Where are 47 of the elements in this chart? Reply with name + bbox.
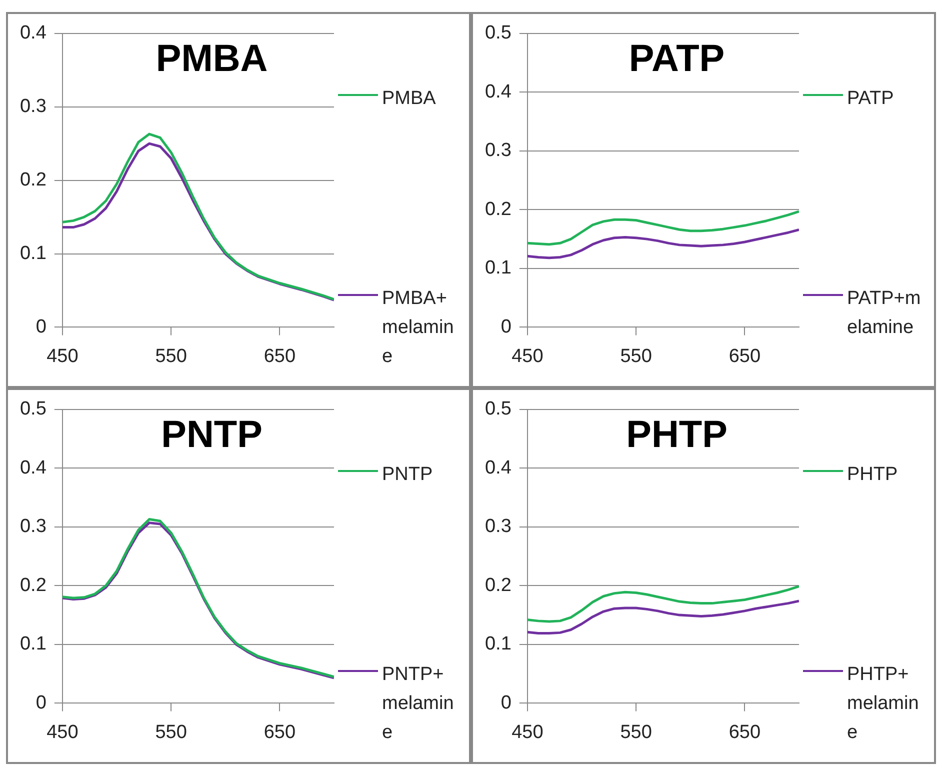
y-tick-label: 0.1	[20, 634, 46, 655]
y-tick-label: 0.1	[484, 634, 512, 655]
y-tick-label: 0.4	[484, 457, 512, 478]
x-tick-label: 650	[728, 346, 761, 367]
y-tick-label: 0.4	[20, 457, 47, 478]
chart-title: PHTP	[626, 414, 728, 456]
x-tick-label: 450	[46, 722, 78, 743]
y-tick-label: 0.1	[20, 242, 46, 264]
x-tick-label: 650	[264, 346, 296, 367]
y-tick-label: 0.1	[484, 258, 512, 279]
x-tick-label: 650	[728, 722, 761, 743]
y-tick-label: 0.2	[20, 170, 46, 191]
x-tick-label: 450	[46, 346, 78, 367]
y-tick-label: 0.4	[20, 22, 47, 44]
chart-title: PMBA	[156, 38, 268, 80]
x-tick-label: 550	[620, 346, 652, 367]
y-tick-label: 0	[36, 692, 46, 714]
legend-label: PNTP	[382, 463, 434, 487]
legend-label: PATP+melamine	[847, 287, 922, 340]
legend-label: PHTP+melamine	[847, 663, 920, 745]
legend-label: PNTP+melamine	[382, 663, 455, 745]
x-tick-label: 450	[512, 722, 544, 743]
y-tick-label: 0.3	[484, 140, 512, 162]
y-tick-label: 0	[500, 316, 512, 338]
y-tick-label: 0	[500, 692, 512, 714]
legend-label: PMBA	[382, 87, 437, 111]
chart-title: PNTP	[161, 414, 262, 456]
y-tick-label: 0.2	[484, 198, 512, 220]
x-tick-label: 450	[512, 346, 544, 367]
y-tick-label: 0	[36, 316, 46, 338]
y-tick-label: 0.5	[20, 398, 46, 420]
y-tick-label: 0.2	[484, 574, 512, 596]
x-tick-label: 550	[155, 722, 187, 743]
y-tick-label: 0.5	[484, 22, 512, 44]
legend-label: PHTP	[847, 463, 899, 487]
y-tick-label: 0.4	[484, 81, 512, 102]
legend-label: PMBA+melamine	[382, 287, 455, 369]
x-tick-label: 550	[620, 722, 652, 743]
x-tick-label: 650	[264, 722, 296, 743]
chart-title: PATP	[628, 38, 725, 80]
y-tick-label: 0.3	[20, 96, 46, 118]
y-tick-label: 0.3	[484, 516, 512, 538]
y-tick-label: 0.2	[20, 574, 46, 596]
y-tick-label: 0.3	[20, 516, 46, 538]
y-tick-label: 0.5	[484, 398, 512, 420]
legend-label: PATP	[847, 87, 895, 111]
x-tick-label: 550	[155, 346, 187, 367]
